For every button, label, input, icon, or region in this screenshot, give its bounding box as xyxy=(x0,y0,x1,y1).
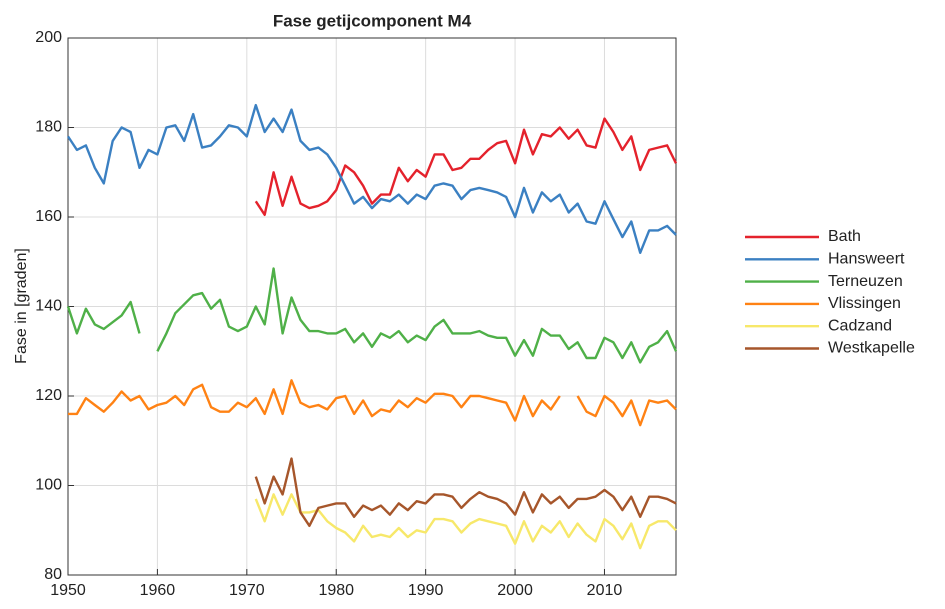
series-line xyxy=(254,457,677,527)
y-tick-label: 100 xyxy=(35,477,62,494)
x-tick-label: 1970 xyxy=(229,582,265,599)
x-tick-label: 1960 xyxy=(140,582,176,599)
series-line xyxy=(254,493,677,550)
y-tick-label: 140 xyxy=(35,298,62,315)
legend-label: Cadzand xyxy=(828,317,892,334)
series-line xyxy=(254,117,678,216)
legend-label: Westkapelle xyxy=(828,340,915,357)
legend-label: Terneuzen xyxy=(828,273,903,290)
legend-label: Vlissingen xyxy=(828,295,901,312)
x-tick-label: 2000 xyxy=(497,582,533,599)
x-tick-label: 2010 xyxy=(587,582,623,599)
x-tick-label: 1950 xyxy=(50,582,86,599)
legend-label: Bath xyxy=(828,228,861,245)
y-tick-label: 120 xyxy=(35,387,62,404)
y-axis-label: Fase in [graden] xyxy=(13,248,30,364)
x-tick-label: 1990 xyxy=(408,582,444,599)
x-tick-label: 1980 xyxy=(318,582,354,599)
y-tick-label: 200 xyxy=(35,29,62,46)
y-tick-label: 180 xyxy=(35,119,62,136)
y-tick-label: 160 xyxy=(35,208,62,225)
series-line xyxy=(66,103,677,254)
series-line xyxy=(66,267,678,364)
y-tick-label: 80 xyxy=(44,566,62,583)
legend-label: Hansweert xyxy=(828,251,905,268)
chart-title: Fase getijcomponent M4 xyxy=(273,11,472,30)
series-line xyxy=(68,379,677,427)
